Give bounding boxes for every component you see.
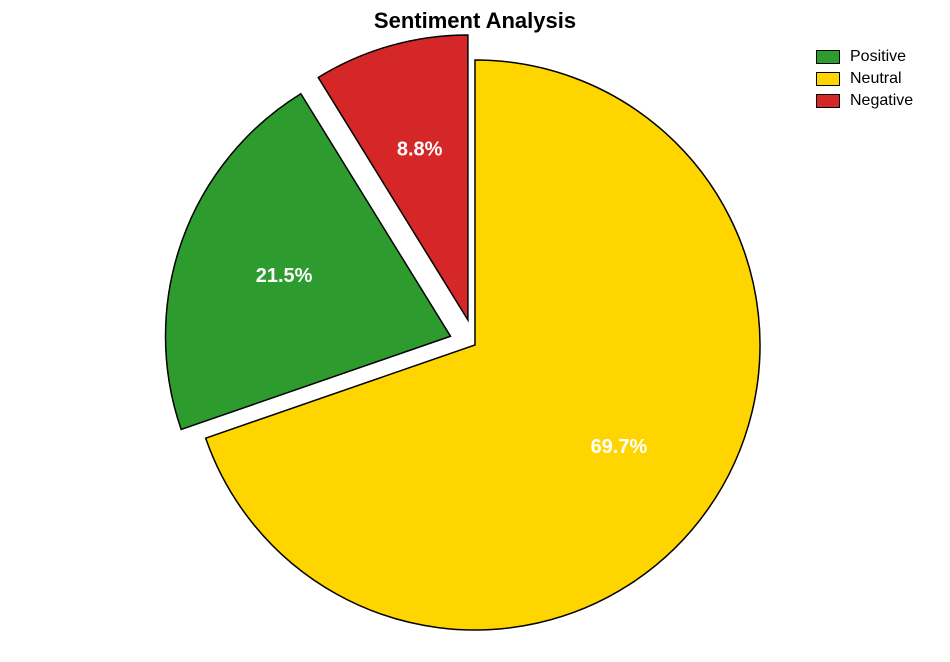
slice-label-positive: 21.5% — [256, 265, 313, 287]
pie-svg: 69.7% 21.5% 8.8% — [0, 0, 950, 662]
legend-item-positive: Positive — [816, 48, 913, 66]
legend-swatch — [816, 72, 840, 86]
legend-label: Positive — [850, 48, 906, 66]
legend-swatch — [816, 94, 840, 108]
slice-label-neutral: 69.7% — [591, 436, 648, 458]
legend: Positive Neutral Negative — [816, 48, 913, 114]
sentiment-pie-chart: Sentiment Analysis 69.7%21.5%8.8% Positi… — [0, 0, 950, 662]
slice-label-negative: 8.8% — [397, 138, 443, 160]
legend-item-neutral: Neutral — [816, 70, 913, 88]
legend-label: Neutral — [850, 70, 902, 88]
legend-item-negative: Negative — [816, 92, 913, 110]
legend-swatch — [816, 50, 840, 64]
legend-label: Negative — [850, 92, 913, 110]
